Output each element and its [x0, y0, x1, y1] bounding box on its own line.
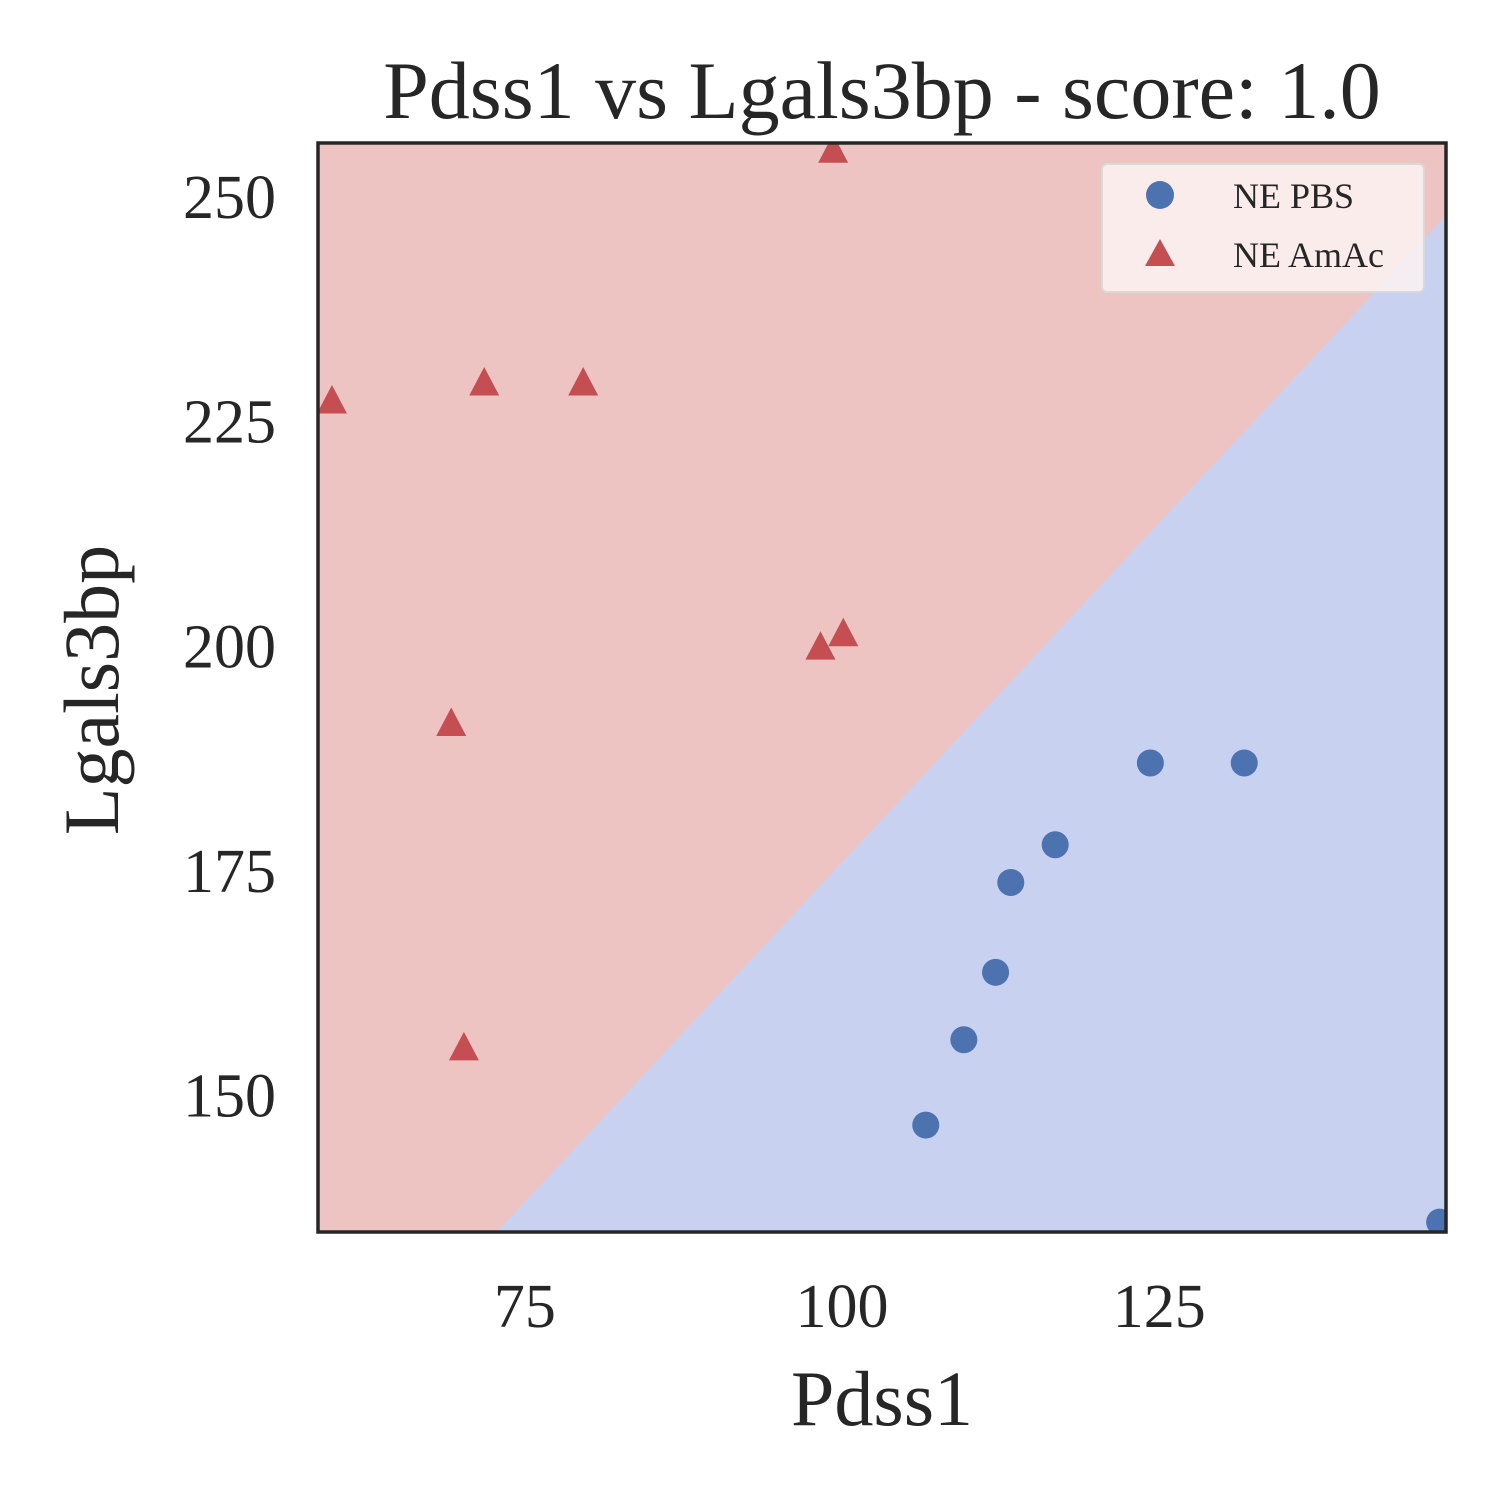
data-point-ne-amac [568, 367, 599, 396]
data-point-ne-amac [469, 367, 500, 396]
plot-frame [316, 141, 1448, 1234]
data-point-ne-pbs [1136, 749, 1164, 777]
y-tick-label: 225 [183, 389, 276, 457]
data-points [318, 143, 1446, 1232]
x-tick-label: 75 [494, 1273, 556, 1341]
region-ne-pbs [496, 215, 1446, 1232]
legend-box [1101, 163, 1425, 293]
data-point-ne-pbs [950, 1026, 978, 1054]
data-point-ne-pbs [1426, 1208, 1446, 1232]
data-point-ne-amac [828, 617, 859, 647]
y-tick-label: 150 [183, 1063, 276, 1131]
y-axis-label: Lgals3bp [48, 545, 135, 835]
x-ticks: 75 100 125 [494, 1273, 1206, 1341]
data-point-ne-amac [805, 631, 836, 660]
data-point-ne-pbs [1230, 749, 1258, 777]
y-tick-label: 250 [183, 164, 276, 232]
legend-label-ne-amac: NE AmAc [1233, 235, 1384, 275]
data-point-ne-pbs [997, 868, 1025, 896]
data-point-ne-amac [448, 1031, 479, 1061]
y-tick-label: 200 [183, 613, 276, 681]
legend-marker-ne-pbs [1146, 181, 1174, 209]
legend-marker-ne-amac [1145, 239, 1175, 266]
data-point-ne-pbs [912, 1111, 940, 1139]
y-tick-label: 175 [183, 838, 276, 906]
x-tick-label: 125 [1113, 1273, 1206, 1341]
data-point-ne-amac [318, 384, 347, 414]
legend: NE PBS NE AmAc [1101, 163, 1425, 293]
data-point-ne-pbs [1041, 831, 1069, 859]
data-point-ne-amac [436, 707, 467, 737]
legend-label-ne-pbs: NE PBS [1233, 176, 1354, 216]
data-point-ne-amac [818, 143, 849, 163]
chart-title: Pdss1 vs Lgals3bp - score: 1.0 [383, 45, 1381, 136]
data-point-ne-pbs [982, 958, 1010, 986]
x-axis-label: Pdss1 [791, 1355, 973, 1442]
decision-regions [318, 143, 1446, 1232]
x-tick-label: 100 [796, 1273, 889, 1341]
y-ticks: 150 175 200 225 250 [183, 164, 276, 1131]
